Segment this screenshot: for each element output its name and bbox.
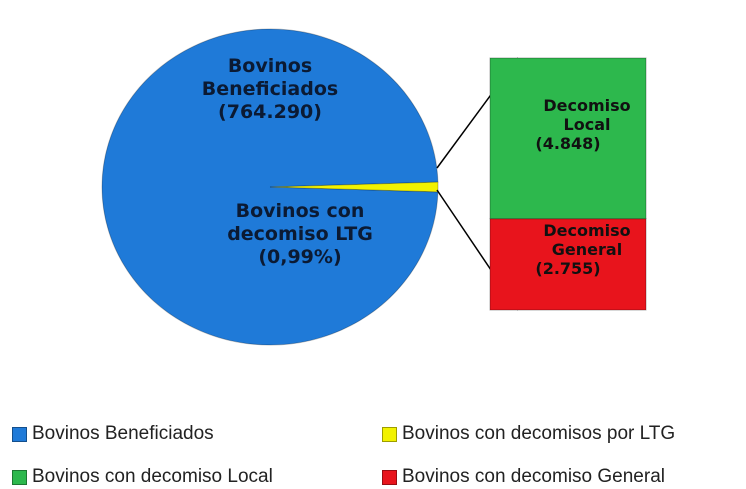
bar-segment <box>489 57 647 220</box>
legend-swatch <box>12 469 27 485</box>
legend-item: Bovinos Beneficiados <box>12 423 214 445</box>
slice-value: (0,99%) <box>258 245 342 268</box>
pie-slice <box>101 28 439 346</box>
bar-name: Decomiso Local <box>543 96 631 135</box>
legend-swatch <box>12 426 27 442</box>
bar-label: Decomiso Local (4.848) <box>490 96 646 154</box>
legend-item: Bovinos con decomisos por LTG <box>382 423 675 445</box>
legend-label: Bovinos con decomiso General <box>402 466 665 487</box>
legend-label: Bovinos Beneficiados <box>32 423 214 444</box>
slice-name: Bovinos con decomiso LTG <box>227 200 373 245</box>
legend-swatch <box>382 426 397 442</box>
slice-value: (764.290) <box>218 100 322 123</box>
slice-label: Bovinos Beneficiados (764.290) <box>175 55 365 123</box>
legend-item: Bovinos con decomiso Local <box>12 466 273 488</box>
legend-label: Bovinos con decomiso Local <box>32 466 273 487</box>
bar-label: Decomiso General (2.755) <box>490 221 646 279</box>
slice-label: Bovinos con decomiso LTG (0,99%) <box>205 200 395 268</box>
slice-name: Bovinos Beneficiados <box>201 55 339 100</box>
bar-value: (4.848) <box>535 134 601 154</box>
legend-item: Bovinos con decomiso General <box>382 466 665 488</box>
legend-swatch <box>382 469 397 485</box>
bar-value: (2.755) <box>535 259 601 279</box>
bar-name: Decomiso General <box>543 220 631 259</box>
legend-label: Bovinos con decomisos por LTG <box>402 423 676 444</box>
